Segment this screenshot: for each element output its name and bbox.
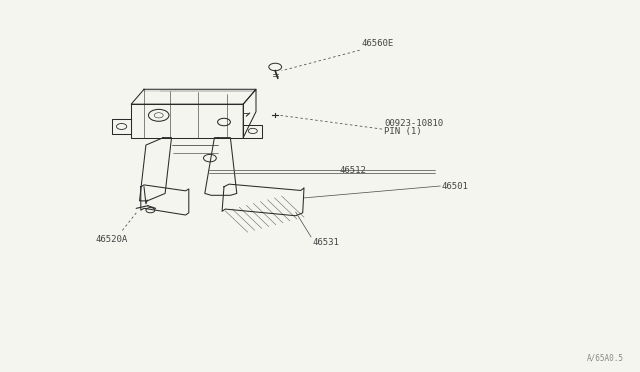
Text: A/65A0.5: A/65A0.5 [587, 354, 624, 363]
Text: 00923-10810: 00923-10810 [384, 119, 443, 128]
Text: 46501: 46501 [442, 182, 468, 190]
Text: 46560E: 46560E [362, 39, 394, 48]
Text: 46531: 46531 [312, 238, 339, 247]
Text: 46520A: 46520A [96, 235, 128, 244]
Text: 46512: 46512 [339, 166, 366, 174]
Text: PIN (1): PIN (1) [384, 127, 422, 136]
